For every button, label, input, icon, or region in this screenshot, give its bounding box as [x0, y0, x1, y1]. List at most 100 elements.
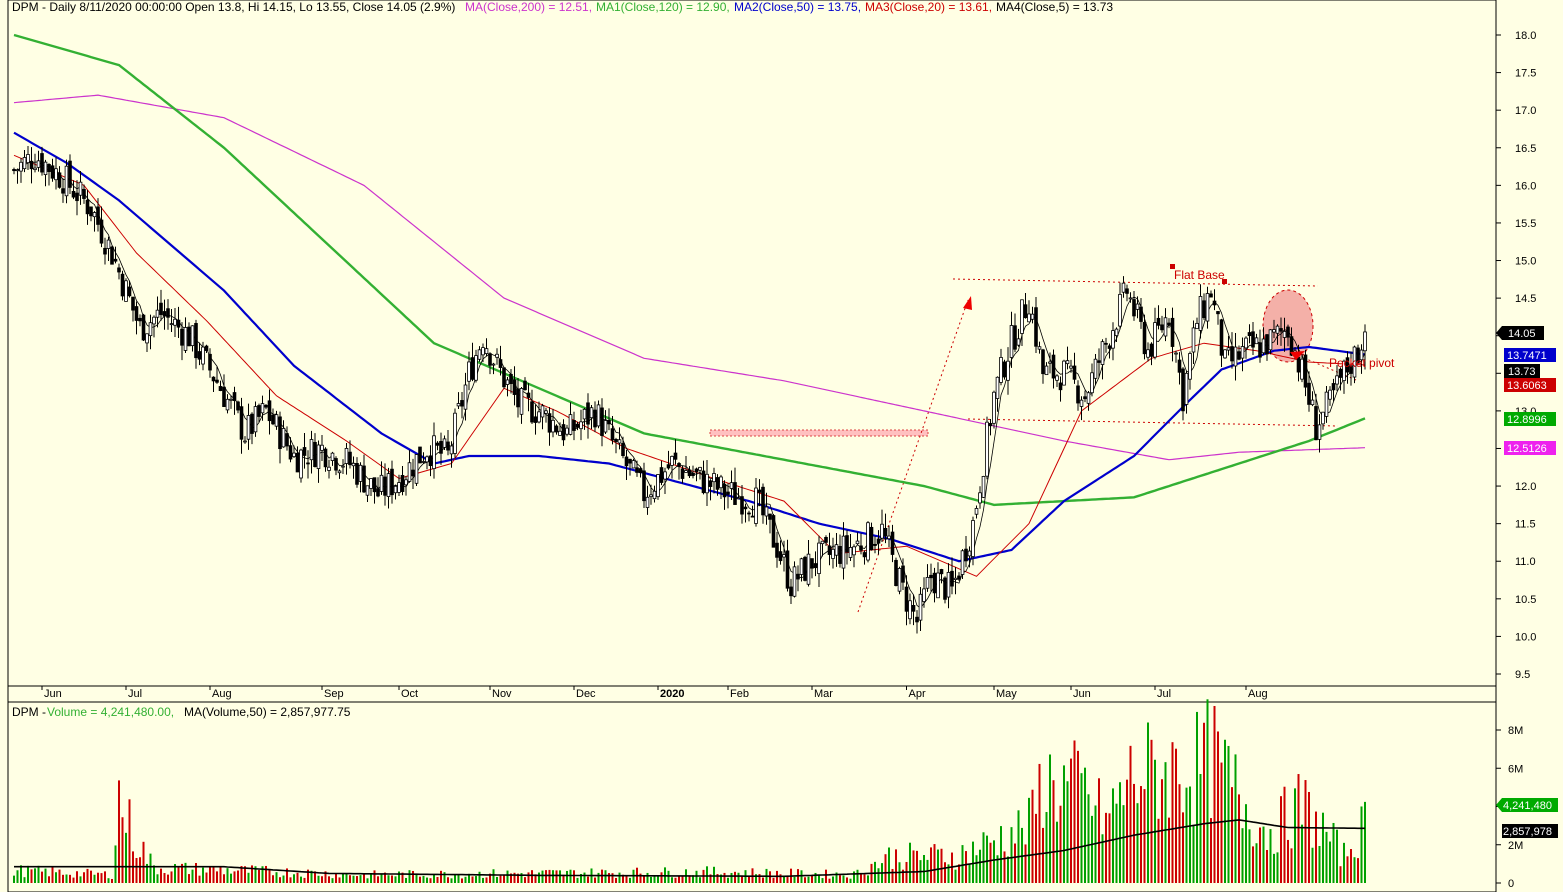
volume-bar [1108, 813, 1111, 883]
candle-body [642, 470, 646, 502]
volume-bar [1087, 794, 1090, 883]
candle-body [302, 447, 307, 456]
volume-bar [1262, 826, 1265, 883]
svg-text:4,241,480: 4,241,480 [1503, 800, 1552, 812]
volume-bar [240, 866, 243, 883]
volume-bar [37, 865, 40, 883]
candle-body [1289, 336, 1294, 356]
volume-bar [443, 872, 446, 883]
candle-body [491, 363, 496, 366]
candle-body [1342, 360, 1346, 382]
volume-bar [499, 875, 502, 883]
volume-bar [352, 875, 355, 883]
candle-body [1037, 346, 1042, 350]
candle-body [253, 406, 258, 433]
candle-body [495, 353, 499, 358]
volume-bar [142, 841, 145, 883]
candle-body [442, 438, 447, 448]
date-tick-label: 2020 [660, 688, 684, 700]
date-tick-label: Jun [1073, 688, 1091, 700]
candle-body [355, 463, 359, 485]
volume-bar [1196, 711, 1198, 883]
volume-bar [485, 877, 488, 883]
volume-bar [842, 875, 845, 883]
candle-body [1352, 346, 1357, 378]
volume-bar [1322, 812, 1324, 883]
volume-bar [692, 875, 694, 883]
volume-bar [629, 877, 631, 883]
candle-body [712, 473, 716, 483]
volume-bar [811, 874, 813, 883]
flat-base-top-line [952, 278, 1319, 287]
volume-bar [1315, 811, 1317, 883]
candle-body [1275, 325, 1280, 334]
volume-bar [923, 855, 925, 883]
volume-bar [912, 850, 915, 883]
volume-bar [34, 868, 36, 883]
volume-bar [314, 871, 316, 883]
candle-body [705, 473, 709, 494]
candle-body [1261, 338, 1266, 354]
volume-bar [972, 841, 974, 883]
volume-bar [867, 875, 869, 883]
volume-bar [646, 872, 649, 883]
candle-body [1125, 288, 1129, 294]
candle-body [1142, 321, 1147, 355]
volume-bar [1066, 781, 1069, 883]
candle-body [663, 471, 667, 480]
badge-ma200: 12.5126 [1504, 441, 1556, 455]
volume-bar [216, 871, 218, 883]
candle-body [141, 314, 146, 341]
candle-body [1093, 358, 1098, 379]
candle-body [1282, 331, 1287, 338]
candle-body [558, 430, 562, 436]
svg-text:2,857,978: 2,857,978 [1503, 826, 1552, 838]
volume-bar [741, 876, 743, 883]
candle-body [54, 168, 58, 181]
candle-body [397, 482, 401, 493]
volume-bar [1182, 812, 1184, 883]
volume-bar [506, 870, 509, 883]
volume-bar [265, 865, 267, 883]
volume-bar [884, 854, 887, 883]
candle-body [22, 157, 27, 170]
volume-bar [268, 869, 271, 883]
candle-body [1244, 337, 1248, 349]
volume-bar [667, 870, 670, 883]
volume-bar [531, 870, 533, 883]
candle-body [1216, 311, 1220, 315]
candle-body [677, 463, 681, 467]
candle-body [1170, 317, 1175, 347]
volume-bar [716, 874, 719, 883]
volume-bar [839, 875, 841, 883]
candle-body [1230, 346, 1234, 362]
volume-bar [1217, 731, 1219, 883]
volume-bar [979, 849, 981, 883]
volume-bar [380, 874, 383, 883]
candle-body [1135, 303, 1140, 310]
candle-body [621, 443, 625, 457]
candle-body [341, 465, 345, 468]
volume-bar [1091, 815, 1093, 883]
price-tick-label: 12.0 [1515, 481, 1536, 493]
volume-bar [695, 870, 698, 883]
candle-body [1020, 299, 1024, 334]
volume-bar [202, 867, 204, 883]
volume-bar [618, 872, 621, 883]
candle-body [691, 472, 695, 476]
volume-bar [1329, 841, 1331, 883]
candle-body [1146, 349, 1150, 358]
candle-body [971, 520, 975, 557]
volume-header-volume: Volume = 4,241,480.00, [47, 705, 174, 719]
candle-body [400, 475, 405, 492]
volume-bar [709, 874, 712, 883]
volume-bar [1357, 858, 1359, 883]
volume-bar [62, 874, 64, 883]
volume-bar [825, 869, 827, 883]
candle-body [428, 455, 433, 467]
candle-body [593, 409, 597, 428]
volume-bar [835, 872, 838, 883]
candle-body [887, 535, 891, 540]
price-tick-label: 10.0 [1515, 631, 1536, 643]
candle-body [232, 392, 237, 402]
